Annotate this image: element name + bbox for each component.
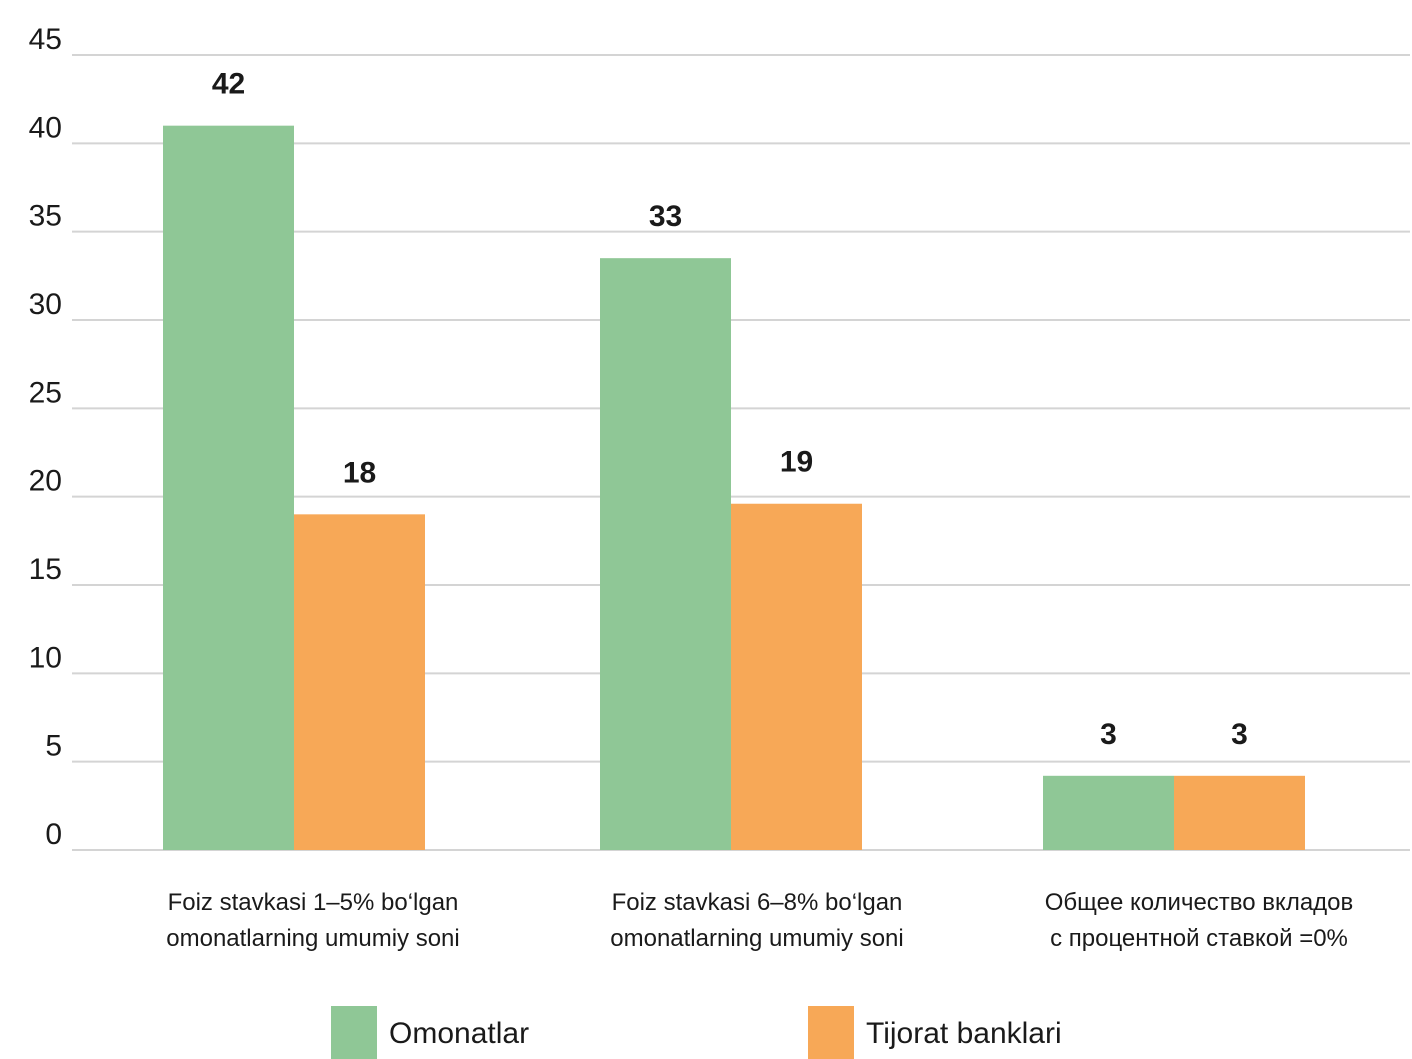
- data-label: 42: [212, 68, 245, 101]
- data-label: 18: [343, 456, 376, 489]
- bars: [163, 125, 1305, 851]
- category-label: omonatlarning umumiy soni: [610, 925, 903, 952]
- y-tick-label: 45: [29, 23, 62, 56]
- legend-swatch: [808, 1006, 854, 1059]
- y-axis-tick-labels: 0 5 10 15 20 25 30 35 40 45: [29, 23, 62, 851]
- legend-swatch: [331, 1006, 377, 1059]
- y-tick-label: 30: [29, 288, 62, 321]
- legend-label: Tijorat banklari: [866, 1017, 1062, 1050]
- category-label: omonatlarning umumiy soni: [166, 925, 459, 952]
- category-label: Общее количество вкладов: [1045, 889, 1354, 916]
- y-tick-label: 15: [29, 553, 62, 586]
- y-tick-label: 40: [29, 111, 62, 144]
- y-tick-label: 35: [29, 200, 62, 233]
- data-label: 3: [1100, 718, 1117, 751]
- category-label: с процентной ставкой =0%: [1050, 925, 1348, 952]
- bar-omonatlar: [163, 125, 294, 850]
- y-tick-label: 5: [45, 730, 62, 763]
- category-label: Foiz stavkasi 6–8% bo‘lgan: [612, 889, 903, 916]
- category-label: Foiz stavkasi 1–5% bo‘lgan: [168, 889, 459, 916]
- data-label: 33: [649, 200, 682, 233]
- data-label: 19: [780, 446, 813, 479]
- legend-label: Omonatlar: [389, 1017, 529, 1050]
- bar-tijorat-banklari: [294, 514, 425, 850]
- bar-tijorat-banklari: [731, 503, 862, 850]
- data-label: 3: [1231, 718, 1248, 751]
- bar-tijorat-banklari: [1174, 775, 1305, 850]
- y-tick-label: 25: [29, 376, 62, 409]
- legend: Omonatlar Tijorat banklari: [331, 1006, 1062, 1059]
- y-tick-label: 10: [29, 641, 62, 674]
- category-labels: Foiz stavkasi 1–5% bo‘lgan omonatlarning …: [166, 889, 1353, 952]
- y-tick-label: 0: [45, 818, 62, 851]
- bar-omonatlar: [1043, 775, 1174, 850]
- y-tick-label: 20: [29, 465, 62, 498]
- bar-omonatlar: [600, 258, 731, 851]
